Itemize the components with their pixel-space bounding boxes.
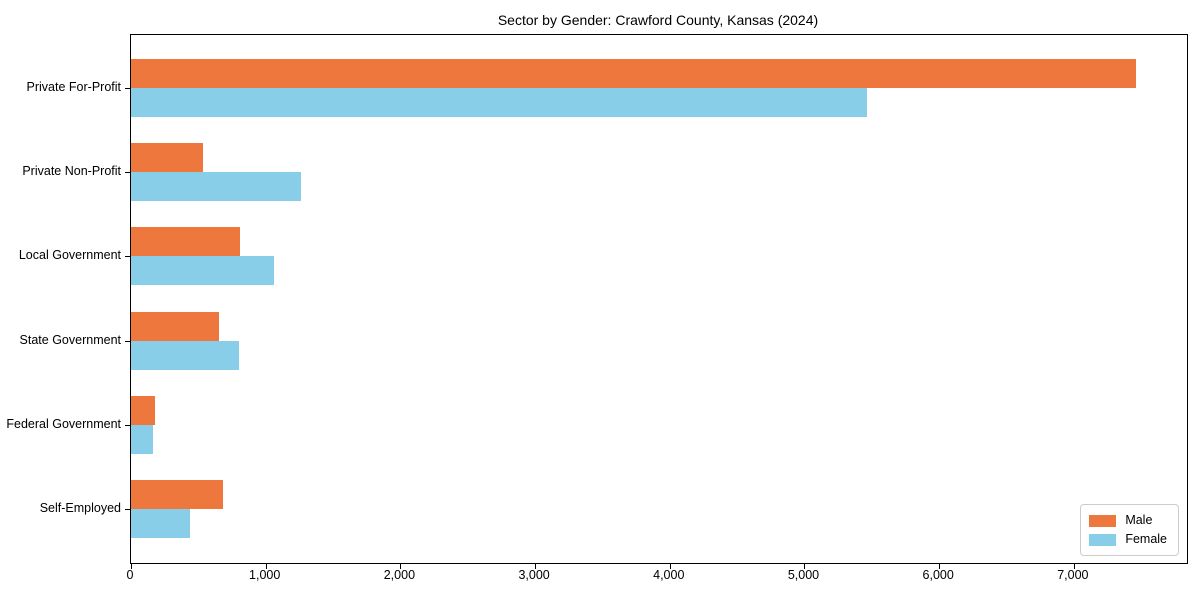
chart-title: Sector by Gender: Crawford County, Kansa… [497, 12, 819, 28]
female-color-swatch [1089, 533, 1117, 546]
bar-female-5 [131, 509, 190, 538]
legend-item-male: Male [1089, 511, 1167, 530]
y-tick-4 [125, 424, 130, 426]
y-tick-1 [125, 172, 130, 174]
x-label-6: 6,000 [922, 568, 954, 582]
x-label-2: 2,000 [383, 568, 416, 582]
y-tick-2 [125, 256, 130, 258]
x-label-7: 7,000 [1057, 568, 1089, 582]
y-label-0: Private For-Profit [26, 80, 121, 94]
x-tick-2 [400, 564, 402, 569]
bar-male-2 [131, 227, 241, 257]
y-tick-3 [125, 340, 130, 342]
bar-group-1 [131, 143, 1187, 202]
x-tick-5 [804, 564, 806, 569]
x-tick-0 [131, 564, 132, 569]
x-label-3: 3,000 [518, 568, 550, 582]
bar-male-4 [131, 395, 155, 425]
x-tick-3 [535, 564, 537, 569]
x-tick-7 [1073, 564, 1075, 569]
y-label-1: Private Non-Profit [22, 164, 121, 179]
bar-female-3 [131, 340, 240, 370]
legend-label-female: Female [1125, 532, 1167, 546]
x-axis-labels: 0 1,000 2,000 3,000 4,000 5,000 6,000 7,000 [126, 568, 1186, 586]
x-tick-4 [669, 564, 671, 569]
bar-male-0 [131, 59, 1136, 88]
bar-male-1 [131, 143, 204, 173]
bar-male-5 [131, 480, 223, 509]
y-tick-0 [125, 88, 130, 89]
bar-female-1 [131, 172, 301, 202]
y-label-5: Self-Employed [39, 501, 121, 515]
y-axis-labels: Private For-Profit Private Non-Profit Loca… [0, 34, 121, 562]
x-label-1: 1,000 [249, 568, 281, 582]
bar-female-0 [131, 88, 868, 117]
bar-male-3 [131, 311, 219, 341]
x-tick-6 [939, 564, 941, 569]
bar-female-2 [131, 256, 275, 286]
x-label-0: 0 [126, 568, 134, 582]
legend-item-female: Female [1089, 530, 1167, 549]
legend: Male Female [1080, 504, 1179, 556]
y-label-4: Federal Government [6, 416, 121, 431]
male-color-swatch [1089, 514, 1117, 527]
plot-area: Male Female [125, 34, 1188, 569]
bar-group-0 [131, 59, 1187, 117]
bar-female-4 [131, 424, 154, 454]
bar-group-4 [131, 395, 1187, 454]
y-tick-5 [125, 509, 130, 510]
x-label-5: 5,000 [787, 568, 820, 582]
bar-group-5 [131, 480, 1187, 538]
legend-label-male: Male [1125, 513, 1153, 527]
y-label-3: State Government [19, 332, 121, 347]
x-label-4: 4,000 [653, 568, 685, 582]
bar-group-3 [131, 311, 1187, 370]
x-tick-1 [265, 564, 267, 569]
y-label-2: Local Government [18, 248, 121, 263]
bar-group-2 [131, 227, 1187, 286]
